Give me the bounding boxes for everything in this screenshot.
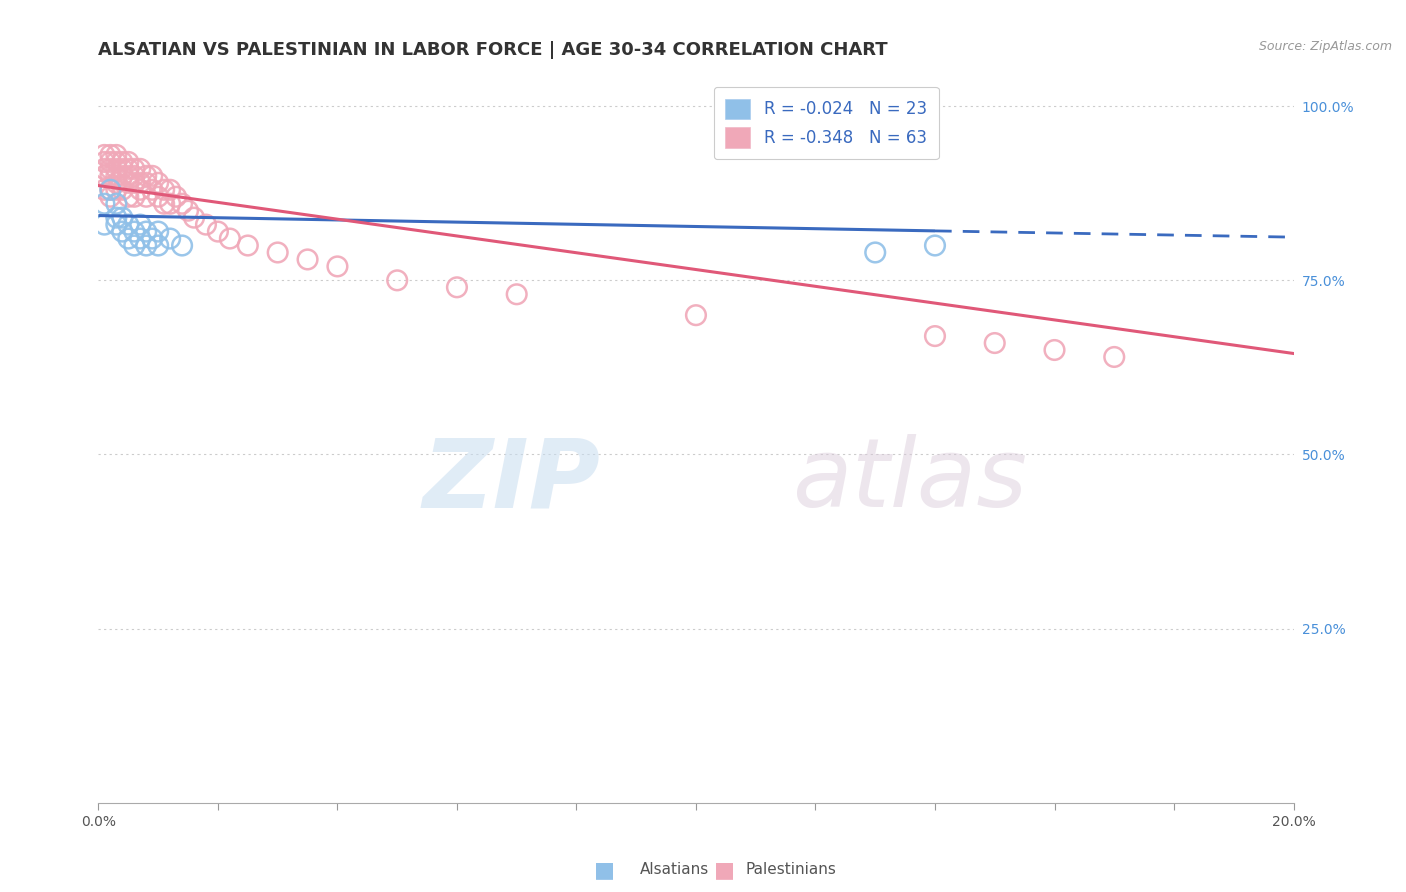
Point (141, 169, 163, 183)
Point (148, 190, 170, 204)
Point (111, 211, 134, 225)
Point (165, 190, 187, 204)
Point (207, 225, 229, 239)
Point (105, 161, 128, 176)
Point (105, 211, 128, 225)
Point (153, 196, 176, 211)
Point (98, 161, 122, 176)
Point (105, 176, 128, 190)
Point (117, 176, 139, 190)
Point (129, 231, 152, 245)
Point (135, 190, 157, 204)
Point (124, 169, 146, 183)
Point (98, 183, 122, 197)
Point (111, 183, 134, 197)
Point (153, 183, 176, 197)
Point (219, 231, 242, 245)
Point (117, 161, 139, 176)
Point (148, 225, 170, 239)
Point (98, 169, 122, 183)
Point (93, 155, 115, 169)
Point (177, 203, 200, 218)
Point (117, 169, 139, 183)
Point (135, 176, 157, 190)
Point (124, 225, 146, 239)
Point (129, 183, 152, 197)
Text: Source: ZipAtlas.com: Source: ZipAtlas.com (1258, 40, 1392, 54)
Point (1104, 350, 1126, 364)
Point (93, 148, 115, 162)
Point (385, 273, 409, 287)
Point (117, 231, 139, 245)
Point (135, 225, 157, 239)
Point (1043, 343, 1066, 357)
Point (446, 280, 468, 294)
Point (105, 148, 128, 162)
Point (148, 176, 170, 190)
Point (267, 245, 290, 260)
Point (984, 336, 1007, 351)
Point (172, 238, 194, 252)
Point (98, 155, 122, 169)
Point (924, 238, 946, 252)
Point (236, 238, 259, 252)
Point (117, 218, 139, 232)
Point (141, 231, 163, 245)
Point (111, 161, 134, 176)
Point (93, 169, 115, 183)
Legend: R = -0.024   N = 23, R = -0.348   N = 63: R = -0.024 N = 23, R = -0.348 N = 63 (714, 87, 939, 160)
Point (111, 225, 134, 239)
Point (93, 218, 115, 232)
Point (93, 183, 115, 197)
Point (117, 155, 139, 169)
Point (129, 161, 152, 176)
Point (93, 196, 115, 211)
Text: atlas: atlas (792, 434, 1026, 527)
Point (93, 161, 115, 176)
Point (124, 161, 146, 176)
Point (297, 252, 319, 267)
Point (924, 329, 946, 343)
Point (148, 238, 170, 252)
Point (117, 190, 139, 204)
Point (129, 176, 152, 190)
Point (124, 176, 146, 190)
Point (105, 169, 128, 183)
Text: ZIP: ZIP (422, 434, 600, 527)
Point (135, 238, 157, 252)
Point (124, 190, 146, 204)
Point (195, 218, 218, 232)
Point (98, 183, 122, 197)
Point (98, 148, 122, 162)
Point (129, 218, 152, 232)
Point (326, 260, 349, 274)
Point (865, 245, 887, 260)
Text: ALSATIAN VS PALESTINIAN IN LABOR FORCE | AGE 30-34 CORRELATION CHART: ALSATIAN VS PALESTINIAN IN LABOR FORCE |… (98, 41, 889, 59)
Point (105, 218, 128, 232)
Point (172, 196, 194, 211)
Point (685, 308, 707, 322)
Point (506, 287, 529, 301)
Point (159, 196, 181, 211)
Text: ■: ■ (595, 860, 614, 880)
Point (105, 196, 128, 211)
Point (135, 169, 157, 183)
Point (183, 211, 205, 225)
Point (141, 183, 163, 197)
Point (111, 169, 134, 183)
Point (159, 183, 181, 197)
Point (124, 238, 146, 252)
Text: Alsatians: Alsatians (640, 863, 709, 877)
Text: Palestinians: Palestinians (745, 863, 837, 877)
Point (159, 231, 181, 245)
Point (98, 190, 122, 204)
Point (111, 155, 134, 169)
Point (105, 183, 128, 197)
Point (105, 155, 128, 169)
Text: ■: ■ (714, 860, 734, 880)
